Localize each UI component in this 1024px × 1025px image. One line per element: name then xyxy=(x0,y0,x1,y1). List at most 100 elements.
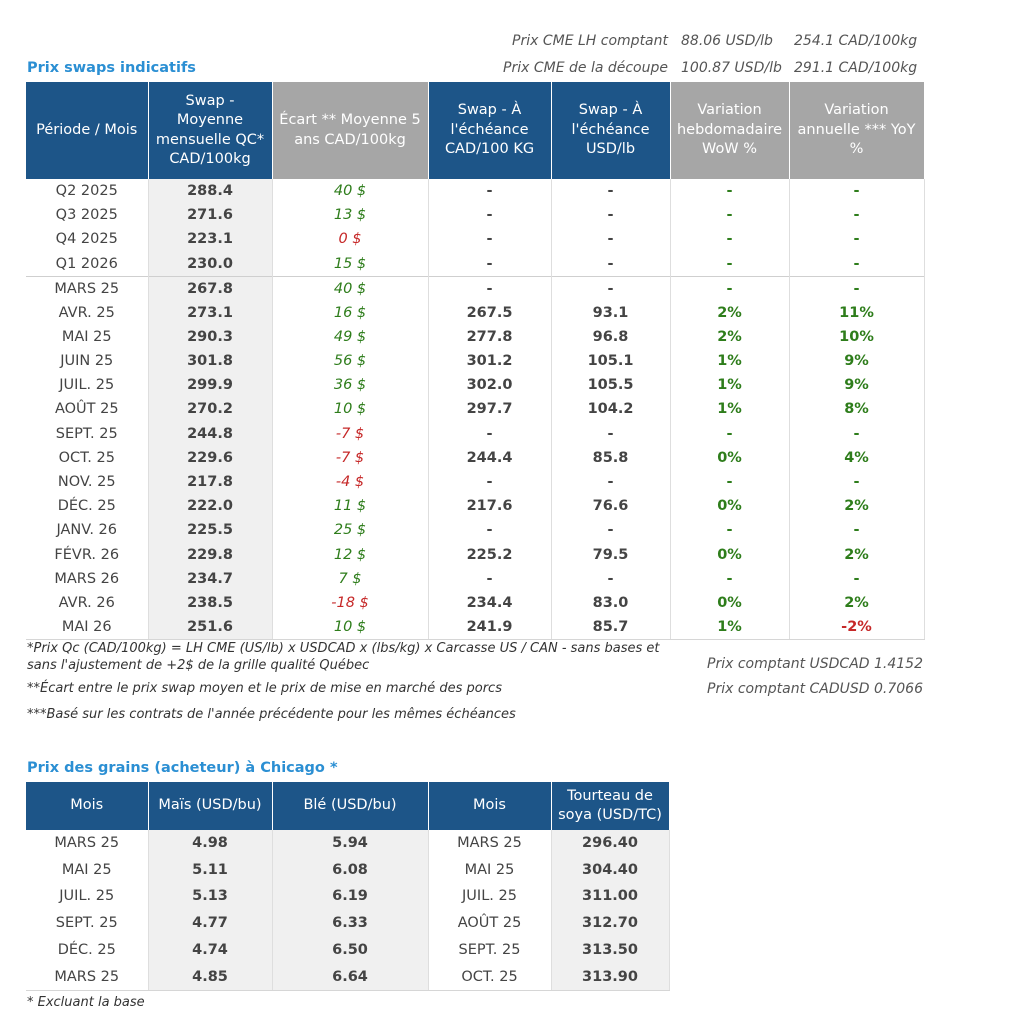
swaps-table-row: MARS 25 267.8 40 $ - - - - xyxy=(26,275,925,301)
swaps-cell-swap-moyenne: 225.5 xyxy=(148,518,273,543)
swaps-cell-ecart: 10 $ xyxy=(272,397,429,422)
cme-comptant-label: Prix CME LH comptant xyxy=(512,33,668,49)
swaps-title: Prix swaps indicatifs xyxy=(27,60,196,76)
swaps-table-row: FÉVR. 26 229.8 12 $225.2 79.5 0% 2% xyxy=(26,542,925,567)
swaps-cell-wow: 1% xyxy=(670,348,790,374)
swaps-cell-swap-usd: - xyxy=(551,251,671,277)
swaps-cell-wow: 1% xyxy=(670,373,790,398)
swaps-cell-ecart: -7 $ xyxy=(272,445,429,470)
swaps-cell-periode: NOV. 25 xyxy=(26,469,149,495)
swaps-cell-swap-usd: - xyxy=(551,275,671,301)
swaps-cell-ecart: 40 $ xyxy=(272,275,429,301)
swaps-cell-swap-moyenne: 229.8 xyxy=(148,542,273,567)
swaps-cell-yoy: - xyxy=(789,518,925,543)
grains-table-row: MARS 25 4.98 5.94 MARS 25 296.40 xyxy=(26,830,670,857)
grains-cell-mois-soya: MARS 25 xyxy=(428,830,552,857)
swaps-cell-ecart: 7 $ xyxy=(272,566,429,591)
swaps-table-row: AVR. 25 273.1 16 $267.5 93.1 2% 11% xyxy=(26,300,925,325)
swaps-cell-swap-moyenne: 290.3 xyxy=(148,324,273,349)
swaps-cell-swap-moyenne: 222.0 xyxy=(148,494,273,519)
swaps-cell-swap-usd: 105.1 xyxy=(551,348,671,374)
swaps-cell-swap-usd: - xyxy=(551,421,671,446)
swaps-header-row: Période / Mois Swap - Moyenne mensuelle … xyxy=(26,82,925,179)
swaps-cell-wow: - xyxy=(670,421,790,446)
swaps-cell-wow: - xyxy=(670,227,790,252)
swaps-cell-swap-usd: 105.5 xyxy=(551,373,671,398)
swaps-cell-swap-cad: 234.4 xyxy=(428,590,552,615)
swaps-cell-yoy: - xyxy=(789,421,925,446)
swaps-cell-swap-usd: 83.0 xyxy=(551,590,671,615)
swaps-cell-yoy: 2% xyxy=(789,542,925,567)
swaps-cell-periode: Q4 2025 xyxy=(26,227,149,252)
swaps-cell-wow: 2% xyxy=(670,324,790,349)
swaps-cell-swap-cad: 297.7 xyxy=(428,397,552,422)
swaps-cell-yoy: 10% xyxy=(789,324,925,349)
swaps-cell-swap-cad: - xyxy=(428,251,552,277)
cme-decoupe-cad: 291.1 CAD/100kg xyxy=(794,60,918,76)
swaps-cell-yoy: - xyxy=(789,179,925,204)
swaps-cell-yoy: -2% xyxy=(789,615,925,640)
col-header-swap-moyenne: Swap - Moyenne mensuelle QC* CAD/100kg xyxy=(148,82,273,179)
swaps-cell-swap-moyenne: 251.6 xyxy=(148,615,273,640)
swaps-cell-swap-moyenne: 238.5 xyxy=(148,590,273,615)
swaps-cell-wow: - xyxy=(670,251,790,277)
grains-cell-tourteau: 296.40 xyxy=(551,830,670,857)
grains-header-row: Mois Maïs (USD/bu) Blé (USD/bu) Mois Tou… xyxy=(26,782,670,830)
swaps-table-row: Q2 2025 288.4 40 $ - - - - xyxy=(26,179,925,204)
grains-footnote: * Excluant la base xyxy=(27,995,145,1010)
swaps-cell-swap-usd: - xyxy=(551,179,671,204)
swaps-cell-yoy: - xyxy=(789,469,925,495)
note-ecart: **Écart entre le prix swap moyen et le p… xyxy=(27,681,502,696)
cme-decoupe-label: Prix CME de la découpe xyxy=(503,60,668,76)
grains-cell-mais: 5.13 xyxy=(148,883,273,911)
swaps-table-row: MAI 25 290.3 49 $277.8 96.8 2% 10% xyxy=(26,324,925,349)
swaps-cell-swap-usd: 76.6 xyxy=(551,494,671,519)
swaps-cell-swap-usd: - xyxy=(551,566,671,591)
grains-cell-mois-soya: OCT. 25 xyxy=(428,963,552,992)
swaps-cell-wow: - xyxy=(670,275,790,301)
swaps-cell-periode: Q1 2026 xyxy=(26,251,149,277)
grains-cell-mais: 4.85 xyxy=(148,963,273,992)
swaps-cell-periode: JUIL. 25 xyxy=(26,373,149,398)
swaps-cell-periode: FÉVR. 26 xyxy=(26,542,149,567)
swaps-cell-swap-cad: 277.8 xyxy=(428,324,552,349)
grains-cell-ble: 6.50 xyxy=(272,936,429,964)
swaps-cell-periode: OCT. 25 xyxy=(26,445,149,470)
grains-cell-mois: DÉC. 25 xyxy=(26,936,149,964)
rate-cadusd: Prix comptant CADUSD 0.7066 xyxy=(707,681,923,697)
note-prix-qc-line1: *Prix Qc (CAD/100kg) = LH CME (US/lb) x … xyxy=(27,641,660,656)
swaps-cell-swap-cad: 301.2 xyxy=(428,348,552,374)
swaps-cell-swap-cad: 302.0 xyxy=(428,373,552,398)
swaps-cell-ecart: 11 $ xyxy=(272,494,429,519)
swaps-cell-swap-moyenne: 244.8 xyxy=(148,421,273,446)
swaps-cell-swap-moyenne: 288.4 xyxy=(148,179,273,204)
swaps-cell-wow: 1% xyxy=(670,397,790,422)
swaps-table-row: DÉC. 25 222.0 11 $217.6 76.6 0% 2% xyxy=(26,494,925,519)
swaps-cell-wow: - xyxy=(670,518,790,543)
swaps-cell-swap-cad: - xyxy=(428,469,552,495)
swaps-cell-yoy: 2% xyxy=(789,590,925,615)
swaps-cell-swap-cad: - xyxy=(428,179,552,204)
swaps-cell-swap-moyenne: 217.8 xyxy=(148,469,273,495)
swaps-cell-periode: SEPT. 25 xyxy=(26,421,149,446)
swaps-cell-ecart: 10 $ xyxy=(272,615,429,640)
swaps-table-row: AVR. 26 238.5 -18 $234.4 83.0 0% 2% xyxy=(26,590,925,615)
grains-cell-ble: 6.64 xyxy=(272,963,429,992)
swaps-cell-yoy: 11% xyxy=(789,300,925,325)
swaps-cell-wow: 1% xyxy=(670,615,790,640)
swaps-cell-swap-cad: - xyxy=(428,421,552,446)
swaps-cell-swap-cad: - xyxy=(428,518,552,543)
grains-table-row: SEPT. 25 4.77 6.33 AOÛT 25 312.70 xyxy=(26,910,670,937)
swaps-table-row: JUIN 25 301.8 56 $301.2 105.1 1% 9% xyxy=(26,348,925,374)
grains-cell-tourteau: 304.40 xyxy=(551,856,670,884)
swaps-cell-wow: 0% xyxy=(670,542,790,567)
swaps-cell-swap-usd: - xyxy=(551,227,671,252)
grains-cell-mais: 4.74 xyxy=(148,936,273,964)
swaps-cell-periode: MARS 26 xyxy=(26,566,149,591)
swaps-cell-yoy: 4% xyxy=(789,445,925,470)
col-header-mais: Maïs (USD/bu) xyxy=(148,782,273,830)
swaps-cell-swap-usd: - xyxy=(551,469,671,495)
grains-cell-mois: MAI 25 xyxy=(26,856,149,884)
swaps-cell-wow: 0% xyxy=(670,494,790,519)
swaps-cell-swap-moyenne: 229.6 xyxy=(148,445,273,470)
